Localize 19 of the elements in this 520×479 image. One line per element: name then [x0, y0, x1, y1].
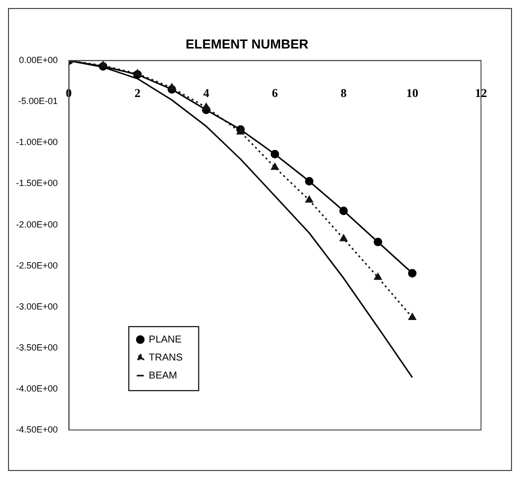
y-tick-label: -2.00E+00: [16, 219, 58, 230]
x-tick-label: 10: [406, 86, 418, 100]
y-tick-label: -3.00E+00: [16, 301, 58, 312]
y-tick-label: -2.50E+00: [16, 260, 58, 270]
y-tick-label: 0.00E+00: [18, 55, 58, 66]
legend-label: BEAM: [148, 370, 178, 382]
x-tick-label: 4: [203, 86, 210, 100]
y-tick-label: -4.50E+00: [16, 424, 58, 434]
y-tick-label: -4.00E+00: [16, 383, 58, 394]
legend-label: PLANE: [148, 334, 182, 346]
y-tick-label: -1.00E+00: [16, 137, 58, 148]
y-tick-label: -3.50E+00: [16, 342, 58, 352]
y-tick-label: -1.50E+00: [16, 178, 58, 188]
legend-label: TRANS: [148, 352, 184, 364]
x-tick-label: 6: [272, 86, 278, 100]
y-tick-label: -5.00E-01: [18, 96, 58, 106]
x-tick-label: 2: [134, 86, 140, 100]
x-tick-label: 8: [340, 86, 347, 100]
x-axis-title: ELEMENT NUMBER: [186, 36, 309, 52]
